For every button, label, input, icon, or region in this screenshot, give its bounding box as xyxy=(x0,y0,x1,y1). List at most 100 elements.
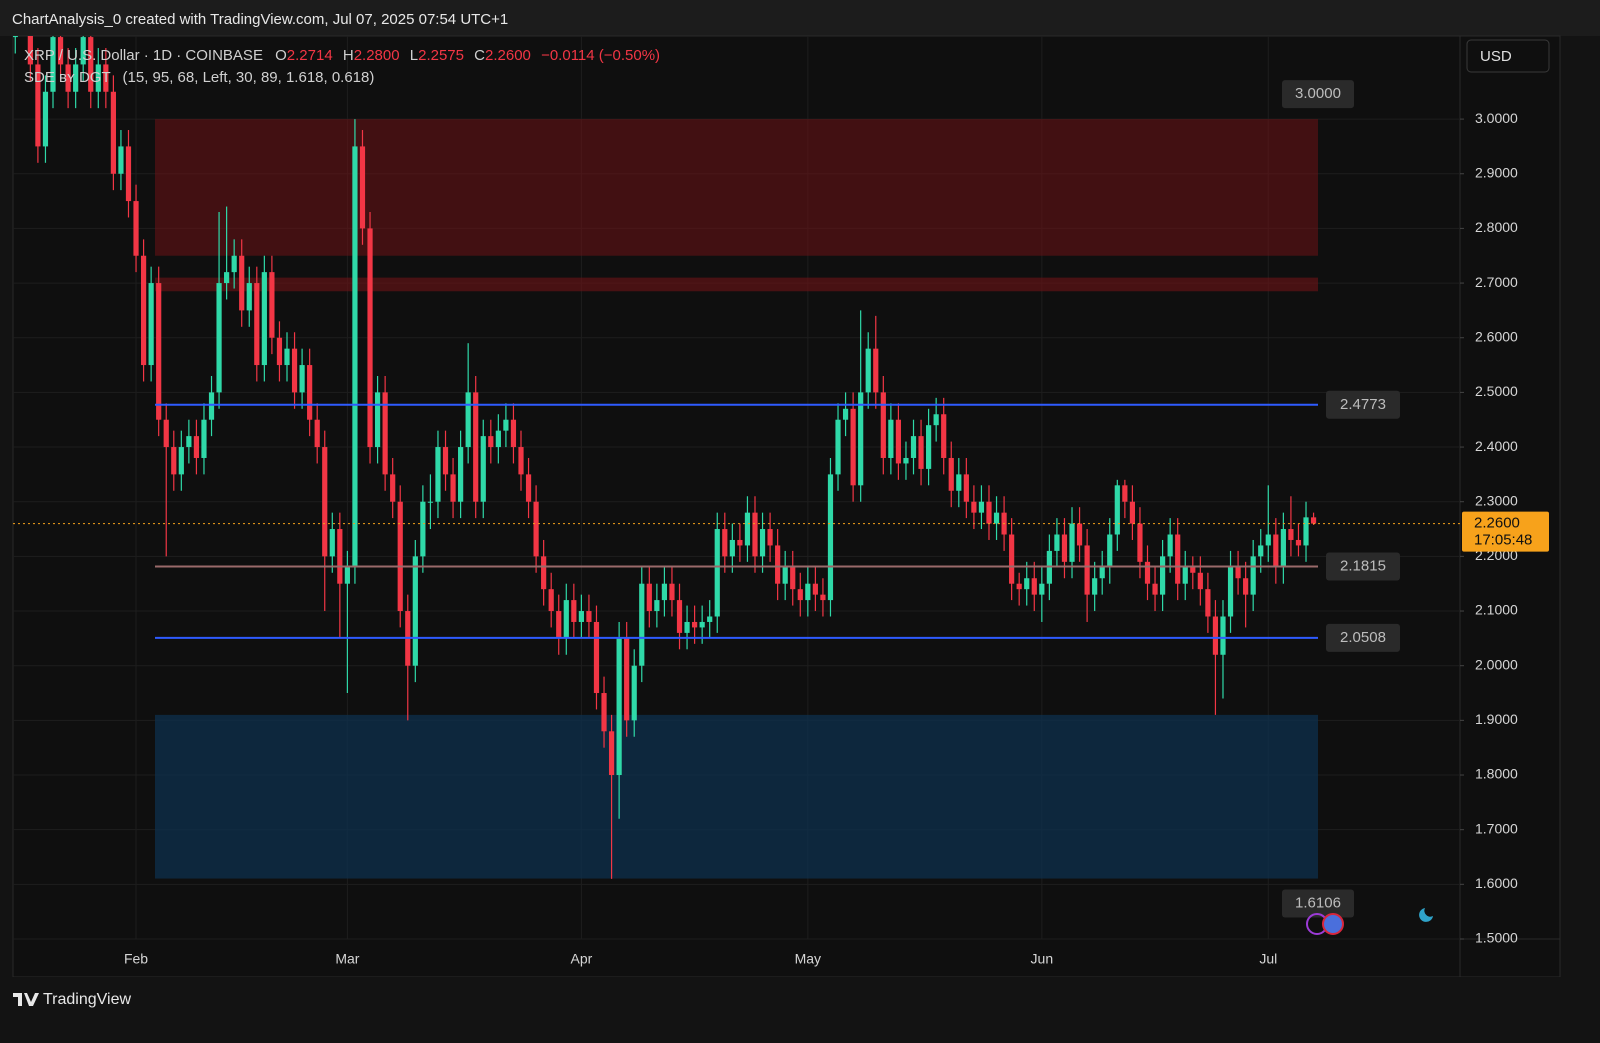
candle-body xyxy=(118,146,124,174)
candle-body xyxy=(805,583,811,601)
zone-label: 3.0000 xyxy=(1295,85,1341,102)
brand-logo xyxy=(13,993,39,1006)
y-tick-label: 2.8000 xyxy=(1475,219,1518,235)
candle-body xyxy=(548,589,554,612)
candle-body xyxy=(1310,517,1317,524)
candle-body xyxy=(140,255,147,366)
x-tick-label: Feb xyxy=(124,951,148,967)
candle-body xyxy=(1107,534,1113,568)
zone-label: 1.6106 xyxy=(1295,895,1341,912)
candle-body xyxy=(1099,567,1105,579)
candle-body xyxy=(88,37,94,92)
countdown: 17:05:48 xyxy=(1474,532,1532,549)
candle-body xyxy=(1009,534,1015,584)
candle-body xyxy=(1137,523,1143,562)
candle-body xyxy=(1122,485,1128,502)
candle-body xyxy=(435,447,441,502)
candle-body xyxy=(1016,583,1022,590)
level-label-box xyxy=(1326,552,1400,581)
x-tick-label: Jul xyxy=(1259,951,1277,967)
candle-body xyxy=(1212,616,1219,655)
candle-body xyxy=(246,283,252,311)
y-tick-label: 2.0000 xyxy=(1475,656,1518,672)
candle-body xyxy=(941,414,947,458)
candle-body xyxy=(125,146,132,202)
indicator-name: SDE ʙʏ DGT xyxy=(24,69,110,86)
level-label: 2.1815 xyxy=(1340,557,1386,574)
y-tick-label: 3.0000 xyxy=(1475,110,1518,126)
candle-body xyxy=(420,501,426,557)
low-value: 2.2575 xyxy=(418,47,464,64)
candle-body xyxy=(382,392,388,475)
candle-body xyxy=(450,474,456,502)
snapshot-title: ChartAnalysis_0 created with TradingView… xyxy=(12,11,508,28)
candle-body xyxy=(993,512,1000,524)
candle-body xyxy=(80,37,86,65)
candle-body xyxy=(1069,523,1075,562)
close-value: 2.2600 xyxy=(485,47,531,64)
y-tick-label: 1.8000 xyxy=(1475,766,1518,782)
candle-body xyxy=(57,37,64,65)
candle-body xyxy=(676,600,683,633)
candle-body xyxy=(669,583,675,601)
y-tick-label: 2.4000 xyxy=(1475,438,1518,454)
candle-body xyxy=(42,91,49,147)
candle-body xyxy=(1084,545,1090,595)
candle-body xyxy=(103,64,109,92)
candle-body xyxy=(1265,534,1271,546)
candle-body xyxy=(171,447,177,475)
top-bar xyxy=(0,0,1600,36)
open-label: O xyxy=(275,47,287,64)
candle-body xyxy=(616,638,622,776)
candle-body xyxy=(978,501,985,513)
candle-body xyxy=(639,583,645,666)
candle-body xyxy=(488,436,494,448)
candle-body xyxy=(541,556,547,590)
zones xyxy=(155,119,1318,879)
event-flag[interactable] xyxy=(1322,913,1344,935)
candle-body xyxy=(820,594,826,601)
candle-body xyxy=(133,201,139,256)
candle-body xyxy=(782,567,788,584)
candle-body xyxy=(1273,534,1279,568)
candle-body xyxy=(1031,578,1037,595)
candle-body xyxy=(888,419,894,458)
y-tick-label: 2.7000 xyxy=(1475,274,1518,290)
candle-body xyxy=(412,556,418,666)
candle-body xyxy=(276,337,283,366)
high-label: H xyxy=(343,47,354,64)
y-tick-label: 2.6000 xyxy=(1475,328,1518,344)
candle-body xyxy=(1250,556,1256,595)
indicator-params: (15, 95, 68, Left, 30, 89, 1.618, 0.618) xyxy=(123,69,375,86)
candle-body xyxy=(707,616,713,622)
candle-body xyxy=(35,64,41,147)
y-tick-label: 1.5000 xyxy=(1475,930,1518,946)
candle-body xyxy=(1061,534,1068,562)
candle-body xyxy=(374,392,381,448)
candle-body xyxy=(208,392,215,420)
candle-body xyxy=(1258,545,1264,557)
candle-body xyxy=(193,436,200,458)
candle-body xyxy=(1129,501,1136,524)
candle-body xyxy=(1159,556,1166,595)
currency-label[interactable]: USD xyxy=(1480,48,1512,65)
y-tick-label: 1.9000 xyxy=(1475,711,1518,727)
candle-body xyxy=(903,457,909,464)
candle-body xyxy=(427,501,434,503)
candle-body xyxy=(586,611,592,622)
candle-body xyxy=(525,474,532,502)
candle-body xyxy=(1182,567,1188,584)
candle-body xyxy=(465,392,471,448)
currency-button[interactable] xyxy=(1466,39,1550,73)
zone-label-box xyxy=(1282,889,1354,918)
candle-body xyxy=(873,348,879,393)
candle-body xyxy=(775,545,781,584)
y-tick-label: 1.6000 xyxy=(1475,875,1518,891)
candle-body xyxy=(110,91,116,174)
candle-body xyxy=(1303,517,1309,546)
candle-body xyxy=(50,37,56,92)
candle-body xyxy=(1243,578,1249,595)
candle-body xyxy=(359,146,366,229)
candle-body xyxy=(1092,578,1098,595)
candle-body xyxy=(65,64,71,92)
